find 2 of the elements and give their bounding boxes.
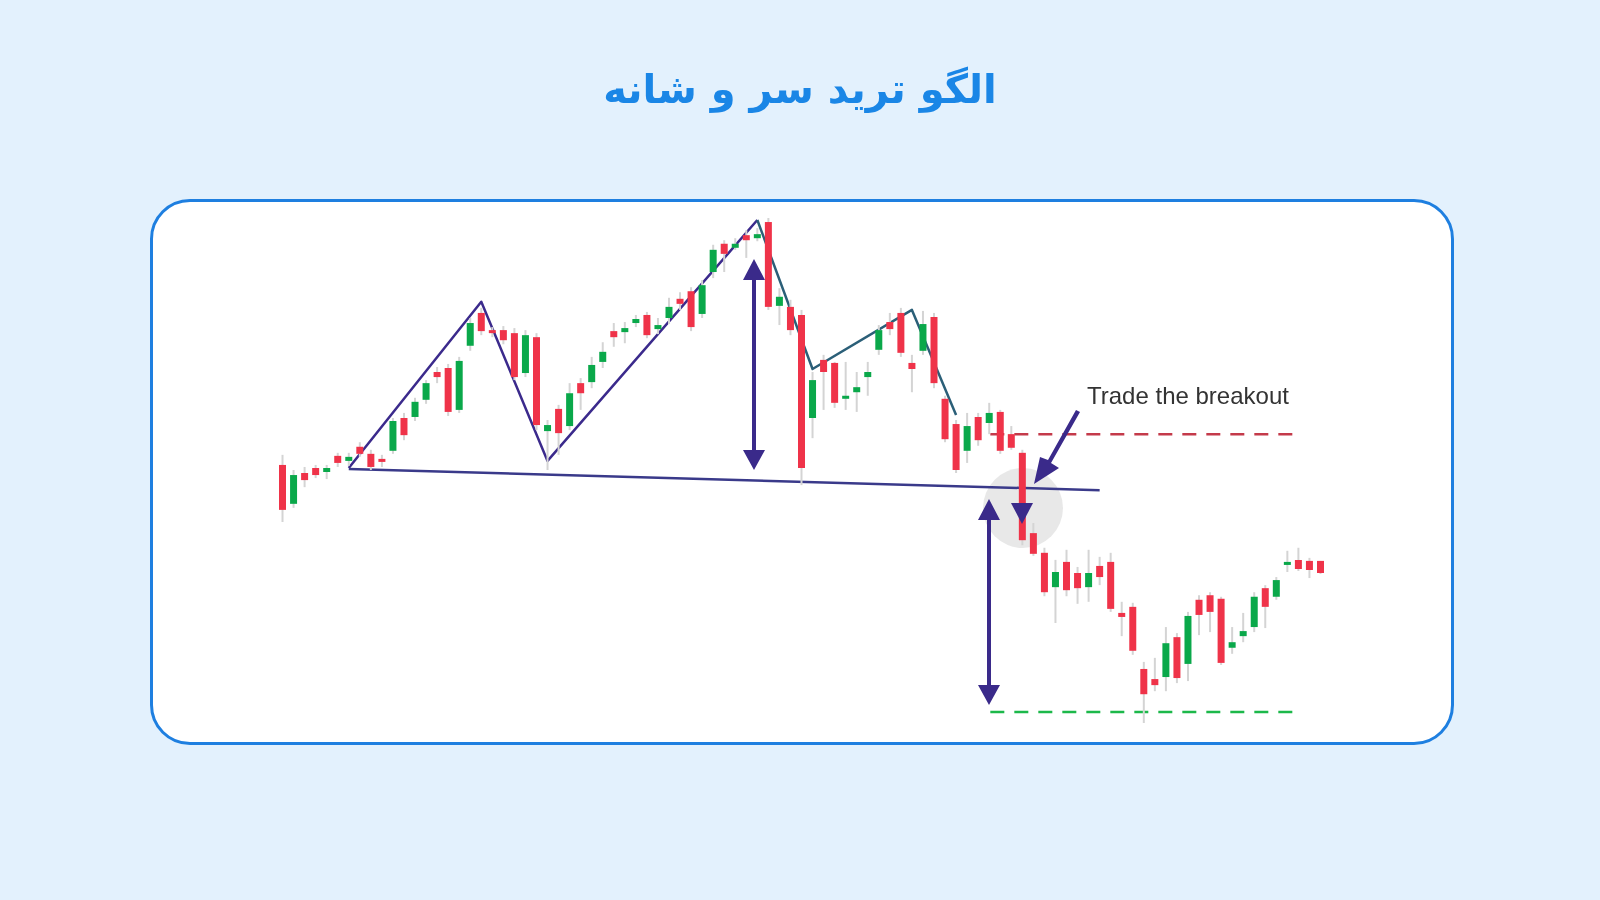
annotation: Trade the breakout: [1087, 382, 1289, 410]
chart-title: الگو ترید سر و شانه: [602, 66, 998, 112]
